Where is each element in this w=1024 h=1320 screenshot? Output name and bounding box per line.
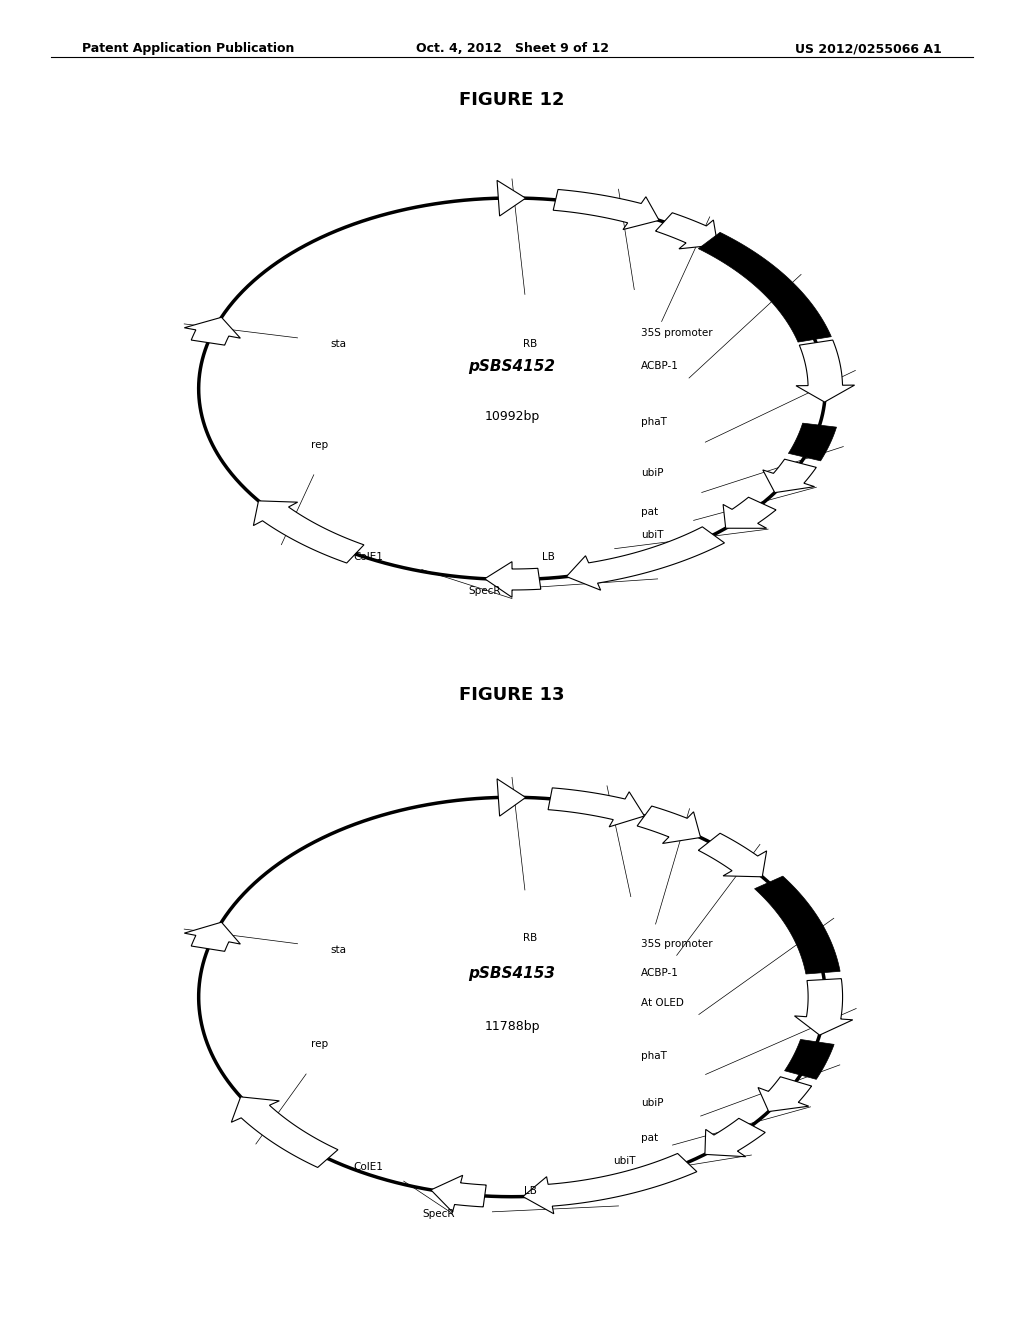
Text: SpecR: SpecR [422, 1209, 455, 1220]
Polygon shape [723, 498, 776, 528]
Polygon shape [758, 1077, 812, 1111]
Text: Patent Application Publication: Patent Application Publication [82, 42, 294, 55]
Polygon shape [637, 807, 700, 843]
Polygon shape [566, 527, 725, 590]
Text: pat: pat [641, 507, 658, 517]
Text: 10992bp: 10992bp [484, 411, 540, 424]
Text: pat: pat [641, 1133, 658, 1143]
Text: rep: rep [310, 440, 328, 450]
Text: ColE1: ColE1 [353, 552, 383, 562]
Polygon shape [784, 1039, 835, 1080]
Text: RB: RB [523, 933, 538, 944]
Polygon shape [184, 923, 241, 952]
Polygon shape [788, 424, 837, 461]
Polygon shape [698, 833, 767, 876]
Text: ACBP-1: ACBP-1 [641, 969, 679, 978]
Text: phaT: phaT [641, 417, 667, 428]
Text: US 2012/0255066 A1: US 2012/0255066 A1 [796, 42, 942, 55]
Polygon shape [497, 779, 525, 816]
Polygon shape [553, 190, 659, 230]
Polygon shape [795, 978, 853, 1035]
Polygon shape [705, 1118, 765, 1156]
Text: sta: sta [330, 339, 346, 348]
Text: FIGURE 12: FIGURE 12 [459, 91, 565, 110]
Text: ColE1: ColE1 [353, 1163, 383, 1172]
Text: ubiP: ubiP [641, 1098, 664, 1107]
Text: ubiP: ubiP [641, 467, 664, 478]
Text: ubiT: ubiT [613, 1156, 636, 1167]
Text: 11788bp: 11788bp [484, 1020, 540, 1032]
Text: pSBS4152: pSBS4152 [469, 359, 555, 374]
Text: 35S promoter: 35S promoter [641, 939, 713, 949]
Text: ACBP-1: ACBP-1 [641, 362, 679, 371]
Polygon shape [484, 561, 541, 598]
Text: LB: LB [524, 1185, 537, 1196]
Polygon shape [698, 232, 831, 342]
Polygon shape [796, 341, 855, 403]
Polygon shape [184, 317, 241, 345]
Polygon shape [755, 876, 840, 974]
Polygon shape [548, 788, 644, 826]
Text: Oct. 4, 2012   Sheet 9 of 12: Oct. 4, 2012 Sheet 9 of 12 [416, 42, 608, 55]
Text: 35S promoter: 35S promoter [641, 327, 713, 338]
Text: LB: LB [543, 552, 555, 562]
Text: sta: sta [330, 945, 346, 954]
Text: At OLED: At OLED [641, 998, 684, 1008]
Polygon shape [655, 213, 718, 249]
Polygon shape [431, 1175, 486, 1212]
Polygon shape [763, 459, 816, 492]
Text: rep: rep [310, 1039, 328, 1049]
Polygon shape [523, 1154, 697, 1214]
Text: FIGURE 13: FIGURE 13 [459, 685, 565, 704]
Polygon shape [497, 181, 525, 216]
Text: RB: RB [523, 339, 538, 348]
Text: phaT: phaT [641, 1051, 667, 1061]
Polygon shape [231, 1097, 338, 1167]
Text: pSBS4153: pSBS4153 [469, 966, 555, 981]
Text: ubiT: ubiT [641, 529, 664, 540]
Polygon shape [253, 500, 364, 564]
Text: SpecR: SpecR [468, 586, 501, 595]
